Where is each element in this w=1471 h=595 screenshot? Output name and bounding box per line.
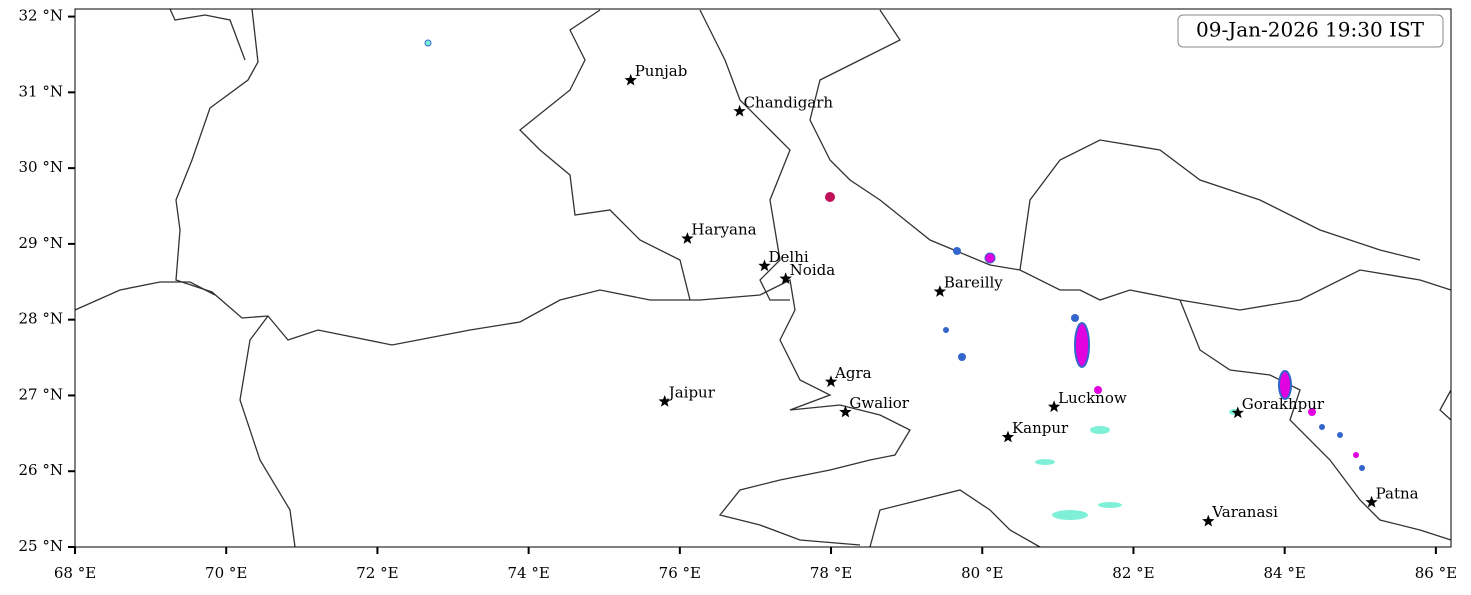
city-marker xyxy=(733,104,746,117)
city-marker xyxy=(624,73,637,86)
city-label: Kanpur xyxy=(1012,419,1069,437)
city-marker xyxy=(839,405,852,418)
city-label: Gorakhpur xyxy=(1242,395,1325,413)
city-label: Gwalior xyxy=(849,394,909,412)
city-marker xyxy=(1202,514,1215,527)
city-label: Varanasi xyxy=(1211,503,1278,521)
x-tick-label: 74 °E xyxy=(507,564,549,582)
city-label: Bareilly xyxy=(944,274,1003,292)
y-tick-label: 27 °N xyxy=(19,385,63,403)
title-box xyxy=(1177,14,1444,48)
x-tick-label: 84 °E xyxy=(1264,564,1306,582)
city-label: Punjab xyxy=(635,62,688,80)
plot-frame xyxy=(74,8,1452,548)
title: 09-Jan-2026 19:30 IST xyxy=(1196,18,1425,42)
city-marker xyxy=(779,272,792,284)
city-label: Chandigarh xyxy=(744,93,834,111)
city-label: Jaipur xyxy=(667,384,716,402)
x-tick-label: 78 °E xyxy=(810,564,852,582)
y-tick-label: 26 °N xyxy=(19,461,63,479)
x-tick-label: 76 °E xyxy=(659,564,701,582)
city-marker xyxy=(1231,406,1244,419)
city-label: Patna xyxy=(1376,484,1419,502)
city-label: Noida xyxy=(790,261,836,279)
city-label: Delhi xyxy=(769,248,809,266)
x-tick-label: 70 °E xyxy=(205,564,247,582)
y-tick-label: 32 °N xyxy=(19,7,63,25)
x-tick-label: 68 °E xyxy=(54,564,96,582)
city-marker xyxy=(1365,495,1378,508)
y-tick-label: 28 °N xyxy=(19,310,63,328)
city-marker xyxy=(1047,400,1061,413)
city-marker xyxy=(681,232,694,244)
y-tick-label: 25 °N xyxy=(19,537,63,555)
city-marker xyxy=(1001,430,1015,443)
city-marker xyxy=(758,259,771,272)
y-tick-label: 30 °N xyxy=(19,158,63,176)
y-tick-label: 29 °N xyxy=(19,234,63,252)
precipitation xyxy=(424,39,1365,520)
city-marker xyxy=(824,375,838,388)
city-label: Agra xyxy=(834,364,872,382)
x-tick-label: 82 °E xyxy=(1112,564,1154,582)
city-marker xyxy=(933,285,947,297)
city-label: Haryana xyxy=(691,221,756,239)
borders xyxy=(74,8,1452,548)
x-tick-label: 72 °E xyxy=(356,564,398,582)
y-tick-label: 31 °N xyxy=(19,82,63,100)
x-tick-label: 86 °E xyxy=(1415,564,1457,582)
city-marker xyxy=(658,395,671,407)
x-tick-label: 80 °E xyxy=(961,564,1003,582)
city-label: Lucknow xyxy=(1058,389,1127,407)
